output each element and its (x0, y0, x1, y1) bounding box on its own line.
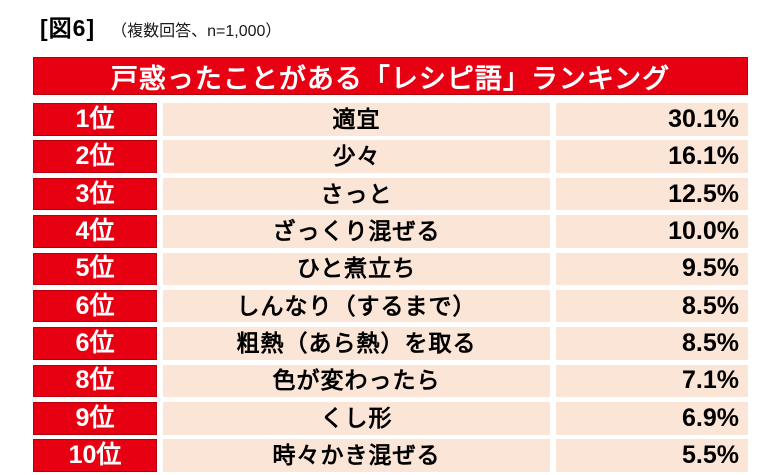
term-label: 粗熱（あら熱）を取る (236, 330, 477, 356)
table-row: 9位 くし形 6.9% (33, 402, 748, 435)
percent-cell: 16.1% (556, 140, 748, 173)
rank-cell: 1位 (33, 103, 157, 136)
term-label: ざっくり混ぜる (272, 217, 441, 244)
rank-label: 3位 (75, 179, 115, 208)
rank-cell: 5位 (33, 252, 157, 285)
percent-label: 9.5% (682, 254, 739, 283)
percent-label: 12.5% (668, 179, 739, 208)
percent-label: 16.1% (668, 142, 739, 171)
table-row: 4位 ざっくり混ぜる 10.0% (33, 215, 748, 248)
figure-note: （複数回答、n=1,000） (111, 23, 282, 40)
rank-cell: 6位 (33, 289, 157, 323)
rank-cell: 6位 (33, 327, 157, 360)
table-row: 5位 ひと煮立ち 9.5% (33, 252, 748, 285)
term-cell: くし形 (163, 402, 550, 435)
rank-label: 5位 (75, 254, 115, 283)
ranking-title-bar: 戸惑ったことがある「レシピ語」ランキング (33, 57, 748, 95)
term-cell: さっと (163, 177, 550, 211)
rank-cell: 9位 (33, 402, 157, 435)
percent-cell: 7.1% (556, 364, 748, 398)
term-label: 時々かき混ぜる (272, 442, 441, 469)
percent-cell: 6.9% (556, 402, 748, 435)
rank-cell: 2位 (33, 140, 157, 173)
figure-label: [図6] (40, 15, 96, 41)
term-cell: 時々かき混ぜる (163, 439, 550, 472)
rank-cell: 4位 (33, 215, 157, 248)
term-cell: ざっくり混ぜる (163, 215, 550, 248)
term-label: しんなり（するまで） (236, 292, 477, 319)
table-row: 6位 しんなり（するまで） 8.5% (33, 289, 748, 323)
percent-label: 8.5% (682, 291, 739, 320)
rank-label: 6位 (75, 329, 115, 357)
term-cell: 色が変わったら (163, 364, 550, 398)
percent-cell: 12.5% (556, 177, 748, 211)
percent-label: 7.1% (682, 366, 739, 395)
ranking-table: 1位 適宜 30.1% 2位 少々 16.1% 3位 さっと 12.5% (33, 103, 748, 472)
percent-cell: 30.1% (556, 103, 748, 136)
term-label: くし形 (320, 404, 393, 431)
table-row: 3位 さっと 12.5% (33, 177, 748, 211)
term-cell: 適宜 (163, 103, 550, 136)
percent-cell: 8.5% (556, 289, 748, 323)
term-label: 色が変わったら (272, 367, 441, 394)
rank-label: 8位 (75, 366, 115, 395)
percent-cell: 5.5% (556, 439, 748, 472)
term-label: ひと煮立ち (296, 255, 417, 282)
rank-cell: 3位 (33, 177, 157, 211)
term-cell: ひと煮立ち (163, 252, 550, 285)
figure-caption: [図6] （複数回答、n=1,000） (40, 9, 281, 43)
rank-label: 6位 (75, 291, 115, 320)
percent-cell: 9.5% (556, 252, 748, 285)
percent-label: 30.1% (668, 104, 739, 133)
table-row: 6位 粗熱（あら熱）を取る 8.5% (33, 327, 748, 360)
rank-label: 2位 (75, 142, 115, 171)
table-row: 8位 色が変わったら 7.1% (33, 364, 748, 398)
term-cell: 少々 (163, 140, 550, 173)
percent-cell: 8.5% (556, 327, 748, 360)
ranking-title: 戸惑ったことがある「レシピ語」ランキング (110, 63, 671, 94)
rank-label: 10位 (68, 441, 122, 470)
table-row: 10位 時々かき混ぜる 5.5% (33, 439, 748, 472)
percent-cell: 10.0% (556, 215, 748, 248)
term-label: さっと (320, 180, 393, 207)
term-cell: 粗熱（あら熱）を取る (163, 327, 550, 360)
term-label: 少々 (332, 143, 381, 170)
rank-label: 1位 (75, 104, 115, 133)
rank-label: 9位 (75, 403, 115, 432)
rank-label: 4位 (75, 216, 115, 245)
term-cell: しんなり（するまで） (163, 289, 550, 323)
percent-label: 10.0% (668, 216, 739, 245)
percent-label: 5.5% (682, 441, 739, 470)
term-label: 適宜 (332, 105, 381, 132)
rank-cell: 8位 (33, 364, 157, 398)
percent-label: 6.9% (682, 403, 739, 432)
percent-label: 8.5% (682, 329, 739, 357)
table-row: 2位 少々 16.1% (33, 140, 748, 173)
table-row: 1位 適宜 30.1% (33, 103, 748, 136)
rank-cell: 10位 (33, 439, 157, 472)
